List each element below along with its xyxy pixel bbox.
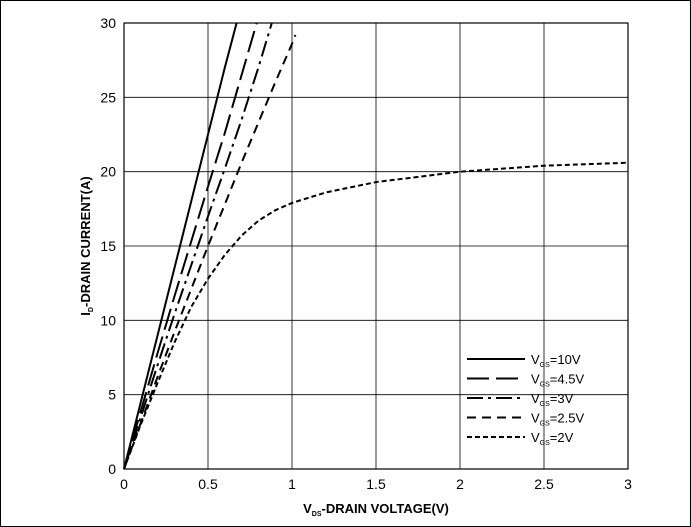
x-tick-label: 0.5 (198, 476, 218, 492)
series-line-2.5v (123, 34, 297, 470)
series-line-3v (123, 22, 273, 470)
legend-label: VGS=4.5V (531, 372, 584, 389)
y-tick-label: 0 (108, 461, 116, 477)
y-tick-label: 30 (100, 15, 116, 31)
legend-label: VGS=3V (531, 391, 574, 408)
y-tick-label: 20 (100, 164, 116, 180)
legend-label: VGS=10V (531, 352, 581, 369)
x-axis-title-rest: -DRAIN VOLTAGE(V) (322, 501, 449, 516)
series-lines (123, 22, 629, 470)
y-axis-ticks: 0 5 10 15 20 25 30 (100, 15, 116, 477)
x-tick-label: 0 (120, 476, 128, 492)
y-axis-title: ID-DRAIN CURRENT(A) (78, 176, 95, 315)
x-axis-ticks: 0 0.5 1 1.5 2 2.5 3 (120, 476, 632, 492)
x-tick-label: 2 (456, 476, 464, 492)
x-tick-label: 1 (288, 476, 296, 492)
x-tick-label: 2.5 (534, 476, 554, 492)
y-tick-label: 5 (108, 387, 116, 403)
y-tick-label: 10 (100, 312, 116, 328)
grid (124, 23, 628, 469)
x-tick-label: 3 (624, 476, 632, 492)
series-line-4.5v (123, 22, 258, 470)
x-axis-title-main: V (303, 501, 312, 516)
y-axis-title-main: I (78, 312, 93, 316)
plot-area (123, 22, 629, 470)
legend-label: VGS=2.5V (531, 411, 584, 428)
series-line-10v (123, 22, 238, 470)
y-axis-title-rest: -DRAIN CURRENT(A) (78, 176, 93, 307)
x-tick-label: 1.5 (366, 476, 386, 492)
x-axis-title-sub: DS (312, 511, 322, 518)
y-axis-title-sub: D (88, 307, 95, 312)
x-axis-title: VDS-DRAIN VOLTAGE(V) (303, 501, 449, 518)
legend: VGS=10V VGS=4.5V VGS=3V VGS=2.5V VGS=2V (467, 352, 584, 447)
y-tick-label: 15 (100, 238, 116, 254)
series-line-2v (123, 161, 629, 470)
y-tick-label: 25 (100, 89, 116, 105)
legend-label: VGS=2V (531, 430, 574, 447)
